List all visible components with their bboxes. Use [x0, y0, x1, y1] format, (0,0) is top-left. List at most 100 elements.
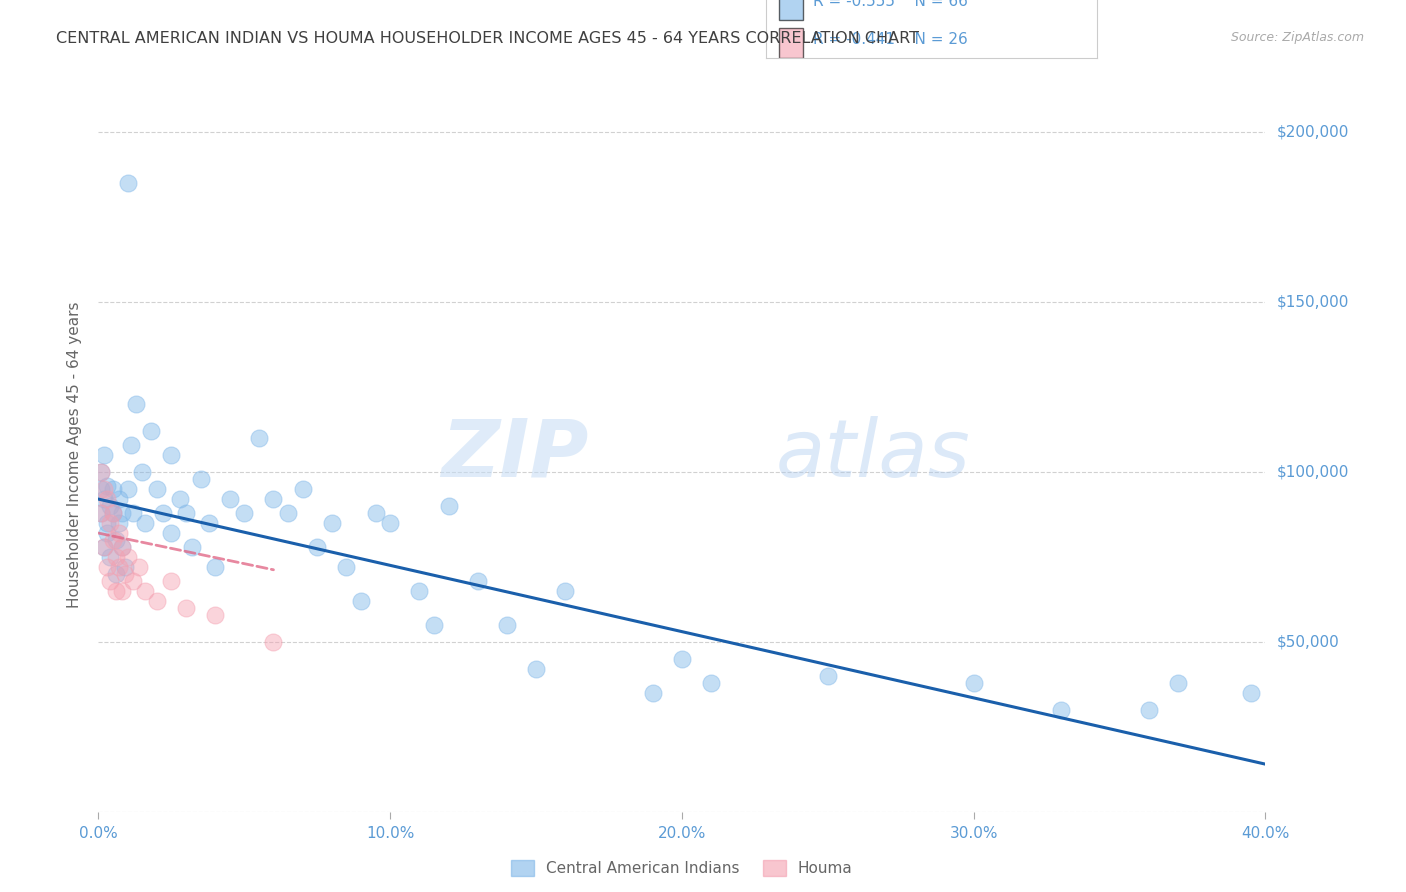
Point — [111, 540, 134, 554]
Point — [277, 506, 299, 520]
Point — [96, 478, 118, 492]
Point — [93, 492, 115, 507]
Point — [408, 583, 430, 598]
Point — [104, 566, 127, 581]
Point — [160, 574, 183, 588]
Point — [247, 431, 270, 445]
Point — [1240, 686, 1263, 700]
Point — [122, 506, 145, 520]
Point — [111, 506, 134, 520]
Point — [437, 499, 460, 513]
Point — [101, 506, 124, 520]
Point — [174, 600, 197, 615]
Point — [1167, 675, 1189, 690]
Point — [291, 482, 314, 496]
Point — [90, 506, 112, 520]
Point — [90, 482, 112, 496]
Point — [93, 540, 115, 554]
Point — [101, 533, 124, 547]
Point — [96, 516, 118, 530]
Point — [671, 652, 693, 666]
Point — [98, 499, 121, 513]
Point — [90, 465, 112, 479]
Point — [190, 472, 212, 486]
Point — [423, 617, 446, 632]
Point — [1050, 703, 1073, 717]
Point — [307, 540, 329, 554]
Point — [554, 583, 576, 598]
Text: ZIP: ZIP — [441, 416, 589, 494]
Point — [139, 424, 162, 438]
Point — [262, 635, 284, 649]
Point — [128, 560, 150, 574]
Point — [108, 516, 131, 530]
Point — [198, 516, 221, 530]
Point — [378, 516, 402, 530]
Text: R = -0.555    N = 66: R = -0.555 N = 66 — [813, 0, 967, 9]
Point — [204, 560, 226, 574]
Point — [104, 549, 127, 564]
Legend: Central American Indians, Houma: Central American Indians, Houma — [505, 855, 859, 882]
Point — [641, 686, 664, 700]
Point — [180, 540, 202, 554]
Point — [122, 574, 145, 588]
Point — [104, 533, 127, 547]
Point — [134, 516, 156, 530]
Point — [700, 675, 723, 690]
Point — [104, 583, 127, 598]
Point — [101, 482, 124, 496]
Point — [146, 594, 169, 608]
Point — [93, 482, 115, 496]
Point — [962, 675, 984, 690]
Point — [98, 516, 121, 530]
FancyBboxPatch shape — [779, 0, 803, 20]
Point — [117, 482, 139, 496]
Point — [90, 465, 112, 479]
Point — [1137, 703, 1160, 717]
Point — [350, 594, 373, 608]
Point — [160, 448, 183, 462]
Point — [93, 540, 115, 554]
Text: R = -0.441    N = 26: R = -0.441 N = 26 — [813, 31, 967, 46]
Point — [96, 560, 118, 574]
Point — [218, 492, 240, 507]
Point — [495, 617, 517, 632]
Point — [125, 397, 148, 411]
Point — [524, 662, 547, 676]
Point — [364, 506, 387, 520]
Point — [96, 492, 118, 507]
Point — [233, 506, 256, 520]
Point — [174, 506, 197, 520]
Point — [114, 560, 136, 574]
Point — [90, 506, 112, 520]
FancyBboxPatch shape — [779, 28, 803, 58]
Y-axis label: Householder Income Ages 45 - 64 years: Householder Income Ages 45 - 64 years — [67, 301, 83, 608]
Point — [111, 583, 134, 598]
Text: $100,000: $100,000 — [1277, 465, 1348, 479]
Text: CENTRAL AMERICAN INDIAN VS HOUMA HOUSEHOLDER INCOME AGES 45 - 64 YEARS CORRELATI: CENTRAL AMERICAN INDIAN VS HOUMA HOUSEHO… — [56, 31, 920, 46]
Point — [108, 560, 131, 574]
Text: Source: ZipAtlas.com: Source: ZipAtlas.com — [1230, 31, 1364, 45]
Text: $150,000: $150,000 — [1277, 294, 1348, 310]
Text: atlas: atlas — [775, 416, 970, 494]
Point — [96, 526, 118, 541]
Point — [101, 506, 124, 520]
Point — [169, 492, 191, 507]
Point — [467, 574, 489, 588]
Point — [117, 549, 139, 564]
Point — [335, 560, 357, 574]
Point — [108, 526, 131, 541]
Point — [152, 506, 174, 520]
Text: $50,000: $50,000 — [1277, 634, 1340, 649]
Point — [93, 448, 115, 462]
Point — [98, 574, 121, 588]
Point — [146, 482, 169, 496]
Point — [117, 176, 139, 190]
Point — [108, 492, 131, 507]
Point — [204, 607, 226, 622]
Point — [120, 438, 142, 452]
Point — [131, 465, 153, 479]
Point — [134, 583, 156, 598]
Text: $200,000: $200,000 — [1277, 125, 1348, 140]
Point — [160, 526, 183, 541]
